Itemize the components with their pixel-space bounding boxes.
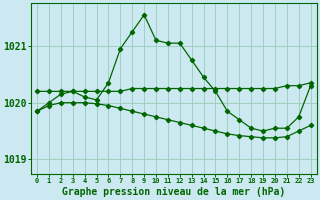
X-axis label: Graphe pression niveau de la mer (hPa): Graphe pression niveau de la mer (hPa) <box>62 186 285 197</box>
